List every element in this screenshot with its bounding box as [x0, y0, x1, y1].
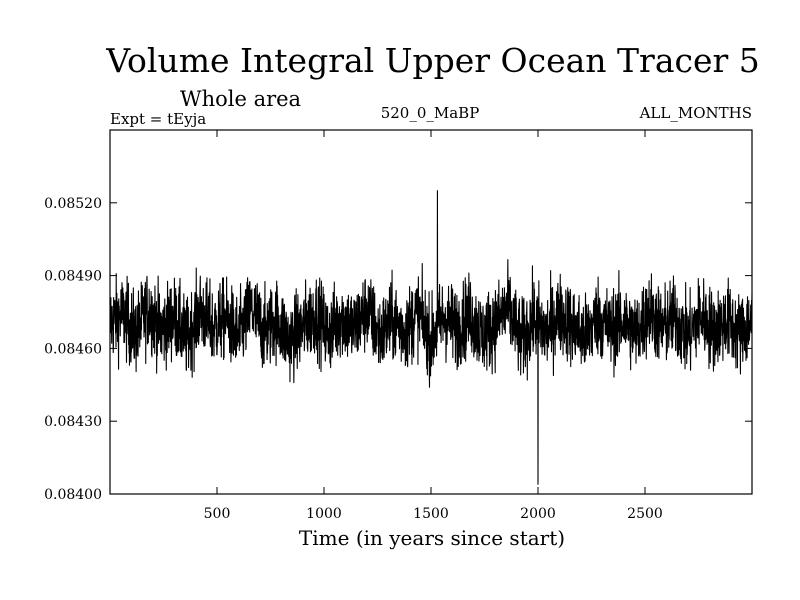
tick-layer: 500 1000 1500 2000 2500 0.08400 0.08430 0.08460…: [44, 130, 752, 522]
series-layer: [109, 190, 753, 485]
chart-title: Volume Integral Upper Ocean Tracer 5: [105, 41, 760, 80]
series-line: [109, 190, 753, 485]
x-tick-label: 1000: [306, 506, 342, 522]
chart-subtitle: Whole area: [180, 87, 301, 111]
months-label: ALL_MONTHS: [639, 104, 752, 122]
y-tick-label: 0.08400: [44, 487, 102, 503]
x-axis-label: Time (in years since start): [299, 526, 565, 550]
experiment-label: Expt = tEyja: [110, 110, 206, 128]
x-tick-label: 1500: [413, 506, 449, 522]
x-tick-label: 2000: [520, 506, 556, 522]
x-tick-label: 2500: [627, 506, 663, 522]
x-tick-label: 500: [204, 506, 231, 522]
y-tick-label: 0.08520: [44, 196, 102, 212]
y-tick-label: 0.08490: [44, 269, 102, 285]
y-tick-label: 0.08460: [44, 341, 102, 357]
period-label: 520_0_MaBP: [381, 104, 480, 122]
y-tick-label: 0.08430: [44, 414, 102, 430]
